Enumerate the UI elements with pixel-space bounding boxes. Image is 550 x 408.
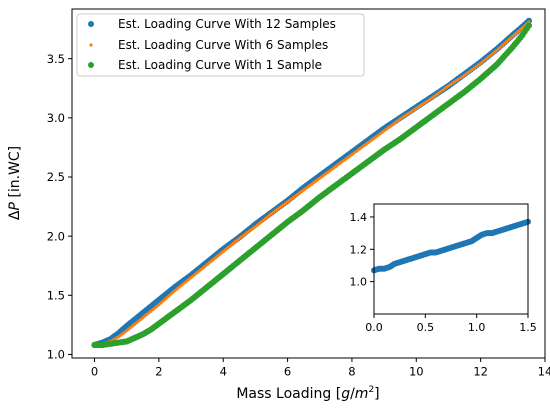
y-axis-label-delta: Δ	[7, 210, 23, 220]
inset-y-tick-label-1: 1.2	[350, 243, 368, 256]
y-axis-label-rest: [in.WC]	[7, 146, 23, 202]
inset-x-tick-label-0: 0.0	[365, 321, 383, 334]
inset-x-tick-label-3: 1.5	[519, 321, 537, 334]
x-axis-label-m: m	[355, 386, 369, 402]
inset-series-layer	[371, 218, 531, 274]
main-x-tick-label-0: 0	[91, 365, 98, 379]
legend: Est. Loading Curve With 12 Samples Est. …	[76, 13, 365, 77]
x-axis-label-sup: 2	[368, 385, 374, 395]
inset-background	[374, 204, 528, 314]
main-x-tick-label-5: 10	[409, 365, 424, 379]
x-axis-label: Mass Loading [g/m2]	[236, 385, 379, 402]
legend-label-12-samples: Est. Loading Curve With 12 Samples	[118, 17, 336, 31]
x-axis-label-slash: /	[350, 386, 355, 402]
main-series-1	[92, 20, 531, 347]
main-series-2	[91, 22, 533, 349]
inset-series-0	[371, 218, 531, 274]
main-x-tick-label-3: 6	[284, 365, 291, 379]
main-x-tick-label-6: 12	[473, 365, 488, 379]
main-series-layer	[91, 17, 533, 349]
main-plot: 0 2 4 6 8 10 12 14 1.0 1.5 2.0 2.5 3.0 3.5 Mass Load…	[7, 8, 550, 402]
inset-y-tick-label-0: 1.0	[350, 276, 368, 289]
main-series-1-point-213	[520, 26, 525, 30]
inset-y-tick-label-2: 1.4	[350, 211, 368, 224]
x-axis-label-g: g	[341, 386, 350, 402]
main-series-2-point-216	[525, 22, 533, 29]
inset-plot: 0.0 0.5 1.0 1.5 1.0 1.2 1.4	[350, 203, 537, 334]
legend-marker-6-samples	[89, 43, 93, 47]
main-y-tick-label-0: 1.0	[47, 348, 65, 362]
main-y-tick-label-1: 1.5	[47, 288, 65, 302]
main-x-tick-label-1: 2	[155, 365, 162, 379]
main-y-ticks: 1.0 1.5 2.0 2.5 3.0 3.5	[47, 52, 72, 362]
main-axes-frame	[71, 8, 546, 359]
legend-marker-1-sample	[88, 62, 94, 68]
inset-x-tick-label-2: 1.0	[468, 321, 486, 334]
legend-label-1-sample: Est. Loading Curve With 1 Sample	[118, 58, 322, 72]
x-axis-label-close: ]	[374, 386, 379, 402]
inset-x-ticks: 0.0 0.5 1.0 1.5	[365, 314, 537, 334]
inset-axes-frame	[373, 203, 529, 315]
inset-y-ticks: 1.0 1.2 1.4	[350, 211, 374, 289]
x-axis-label-text: Mass Loading [	[236, 386, 341, 402]
main-y-tick-label-4: 3.0	[47, 111, 65, 125]
legend-label-6-samples: Est. Loading Curve With 6 Samples	[118, 38, 328, 52]
main-x-tick-label-7: 14	[538, 365, 550, 379]
legend-box	[76, 13, 365, 77]
main-y-tick-label-3: 2.5	[47, 170, 65, 184]
main-x-ticks: 0 2 4 6 8 10 12 14	[91, 358, 550, 379]
main-x-tick-label-2: 4	[220, 365, 227, 379]
main-y-tick-label-5: 3.5	[47, 52, 65, 66]
main-x-tick-label-4: 8	[348, 365, 355, 379]
legend-marker-12-samples	[88, 21, 94, 27]
main-y-tick-label-2: 2.0	[47, 229, 65, 243]
y-axis-label-p: P	[7, 202, 23, 211]
y-axis-label: ΔP [in.WC]	[7, 146, 23, 220]
inset-x-tick-label-1: 0.5	[417, 321, 435, 334]
